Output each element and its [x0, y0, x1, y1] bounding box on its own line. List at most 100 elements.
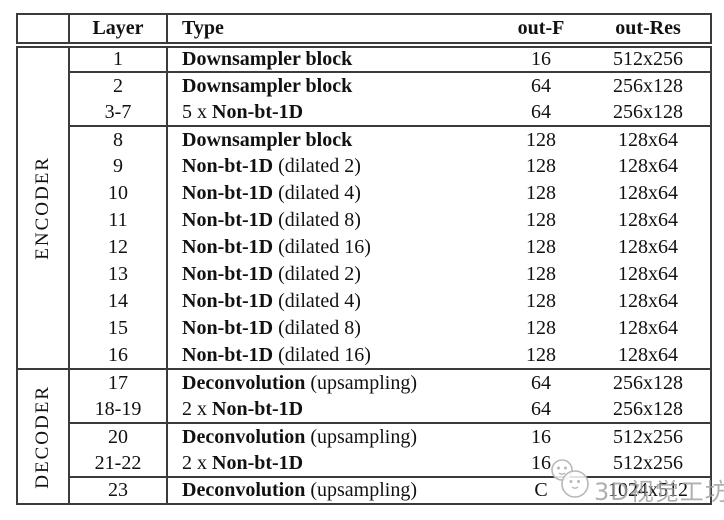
layer-cell: 20 — [69, 423, 168, 450]
header-type: Type — [167, 14, 496, 48]
type-cell: Downsampler block — [167, 72, 496, 99]
type-cell: Non-bt-1D (dilated 4) — [167, 180, 496, 207]
header-layer: Layer — [69, 14, 168, 48]
layer-cell: 10 — [69, 180, 168, 207]
type-name: Non-bt-1D — [182, 236, 274, 258]
layer-cell: 21-22 — [69, 450, 168, 478]
out-f-cell: 16 — [496, 450, 586, 478]
type-name: Deconvolution — [182, 371, 306, 394]
out-res-cell: 128x64 — [618, 209, 678, 231]
table-row: 14 Non-bt-1D (dilated 4) 128 128x64 — [17, 288, 711, 315]
type-name: Deconvolution — [182, 425, 306, 448]
layer-cell: 23 — [69, 477, 168, 504]
out-f-cell: C — [534, 479, 548, 501]
out-res-cell: 128x64 — [618, 182, 678, 204]
type-cell: Deconvolution (upsampling) — [167, 369, 496, 396]
corner-cell — [17, 14, 70, 48]
type-cell: Non-bt-1D (dilated 2) — [167, 261, 496, 288]
type-name: Downsampler block — [182, 48, 353, 70]
table-row: 18-19 2 x Non-bt-1D 64 256x128 — [17, 396, 711, 424]
type-detail: (dilated 16) — [273, 343, 371, 366]
layer-cell: 2 — [69, 72, 168, 99]
type-cell: 2 x Non-bt-1D — [167, 450, 496, 478]
header-out-res: out-Res — [586, 14, 711, 48]
table-row: 15 Non-bt-1D (dilated 8) 128 128x64 — [17, 315, 711, 342]
layer-cell: 18-19 — [69, 396, 168, 424]
type-detail: (dilated 16) — [273, 236, 371, 258]
out-f-cell: 64 — [531, 371, 551, 394]
type-detail: (dilated 4) — [273, 182, 361, 204]
layer-cell: 13 — [69, 261, 168, 288]
type-name: Non-bt-1D — [182, 155, 274, 177]
table-row: ENCODER 1 Downsampler block 16 512x256 — [17, 45, 711, 370]
section-label-encoder: ENCODER — [17, 45, 70, 370]
table-row: 16 Non-bt-1D (dilated 16) 128 128x64 — [17, 342, 711, 370]
out-f-cell: 128 — [526, 290, 556, 312]
table-row: 11 Non-bt-1D (dilated 8) 128 128x64 — [17, 207, 711, 234]
table-row: 21-22 2 x Non-bt-1D 16 512x256 — [17, 450, 711, 478]
layer-cell: 3-7 — [69, 99, 168, 127]
layer-cell: 11 — [69, 207, 168, 234]
out-res-cell: 128x64 — [618, 317, 678, 339]
type-detail: (upsampling) — [305, 425, 417, 448]
out-res-cell: 128x64 — [618, 128, 678, 151]
out-res-cell: 256x128 — [613, 371, 683, 394]
out-f-cell: 128 — [496, 342, 586, 370]
type-detail: 2 x — [182, 397, 212, 420]
type-name: Non-bt-1D — [182, 209, 274, 231]
type-detail: (dilated 8) — [273, 209, 361, 231]
out-res-cell: 1024x512 — [608, 479, 688, 501]
table-row: DECODER 17 Deconvolution (upsampling) 64 256… — [17, 369, 711, 505]
out-f-cell: 128 — [526, 263, 556, 285]
type-detail: (upsampling) — [305, 371, 417, 394]
table-body: ENCODER 1 Downsampler block 16 512x256 2 Downs… — [17, 45, 711, 505]
layer-cell: 1 — [69, 45, 168, 73]
out-f-cell: 128 — [526, 317, 556, 339]
type-name: Non-bt-1D — [212, 451, 304, 474]
out-res-cell: 128x64 — [586, 342, 711, 370]
layer-cell: 9 — [69, 153, 168, 180]
layer-cell: 8 — [69, 126, 168, 153]
type-detail: (dilated 8) — [273, 317, 361, 339]
out-res-cell: 128x64 — [618, 290, 678, 312]
out-res-cell: 256x128 — [586, 396, 711, 424]
layer-cell: 16 — [69, 342, 168, 370]
type-name: Downsampler block — [182, 74, 353, 97]
table-row: 13 Non-bt-1D (dilated 2) 128 128x64 — [17, 261, 711, 288]
out-f-cell: 64 — [531, 74, 551, 97]
section-label-decoder: DECODER — [17, 369, 70, 505]
type-name: Non-bt-1D — [212, 397, 304, 420]
type-cell: Non-bt-1D (dilated 2) — [167, 153, 496, 180]
table-row: 20 Deconvolution (upsampling) 16 512x256 — [17, 423, 711, 450]
type-cell: 2 x Non-bt-1D — [167, 396, 496, 424]
type-cell: Non-bt-1D (dilated 16) — [167, 234, 496, 261]
table-row: 10 Non-bt-1D (dilated 4) 128 128x64 — [17, 180, 711, 207]
out-f-cell: 128 — [526, 128, 556, 151]
type-cell: Non-bt-1D (dilated 8) — [167, 207, 496, 234]
out-res-cell: 512x256 — [586, 450, 711, 478]
out-res-cell: 128x64 — [618, 263, 678, 285]
out-res-cell: 512x256 — [586, 45, 711, 73]
type-detail: (dilated 2) — [273, 155, 361, 177]
type-name: Non-bt-1D — [182, 263, 274, 285]
type-detail: 5 x — [182, 100, 212, 123]
out-f-cell: 16 — [496, 45, 586, 73]
out-res-cell: 128x64 — [618, 236, 678, 258]
out-f-cell: 128 — [526, 209, 556, 231]
type-name: Non-bt-1D — [212, 100, 304, 123]
type-cell: Downsampler block — [167, 126, 496, 153]
out-res-cell: 256x128 — [586, 99, 711, 127]
type-detail: (dilated 4) — [273, 290, 361, 312]
header-out-f: out-F — [496, 14, 586, 48]
type-name: Non-bt-1D — [182, 290, 274, 312]
layer-cell: 14 — [69, 288, 168, 315]
table-row: 3-7 5 x Non-bt-1D 64 256x128 — [17, 99, 711, 127]
out-f-cell: 128 — [526, 236, 556, 258]
out-res-cell: 128x64 — [618, 155, 678, 177]
type-detail: (dilated 2) — [273, 263, 361, 285]
type-cell: Deconvolution (upsampling) — [167, 423, 496, 450]
table-row: 2 Downsampler block 64 256x128 — [17, 72, 711, 99]
type-cell: Deconvolution (upsampling) — [167, 477, 496, 504]
type-name: Non-bt-1D — [182, 182, 274, 204]
table-row: 9 Non-bt-1D (dilated 2) 128 128x64 — [17, 153, 711, 180]
